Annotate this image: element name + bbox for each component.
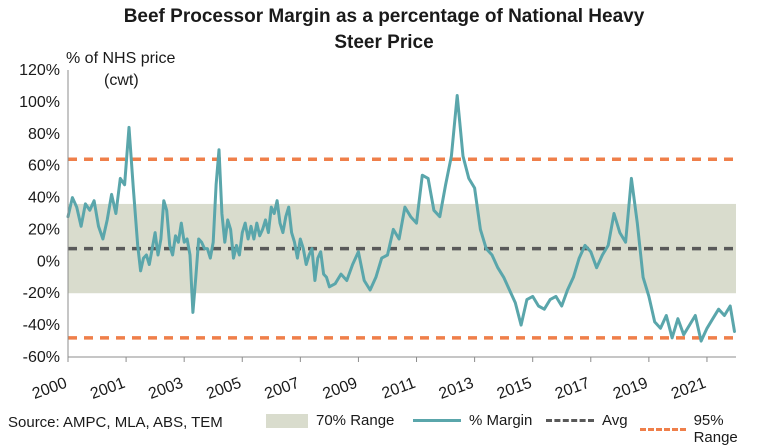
- legend-label-95-range: 95% Range: [693, 412, 738, 446]
- legend-label-70-range: 70% Range: [316, 412, 395, 429]
- x-tick-label: 2001: [88, 375, 127, 403]
- x-tick-label: 2015: [495, 375, 534, 403]
- legend-swatch-70-range: [266, 413, 308, 428]
- legend-swatch-margin: [413, 419, 461, 422]
- x-tick-label: 2003: [146, 375, 185, 403]
- x-tick-label: 2000: [30, 375, 69, 403]
- y-axis-label: % of NHS price (cwt): [66, 48, 175, 92]
- y-tick-label: 120%: [19, 62, 60, 79]
- x-tick-label: 2007: [262, 375, 301, 403]
- y-tick-label: -60%: [23, 349, 60, 366]
- x-tick-label: 2021: [669, 375, 708, 403]
- y-tick-label: -40%: [23, 317, 60, 334]
- y-axis-label-line-1: % of NHS price: [66, 50, 176, 67]
- chart-title: Beef Processor Margin as a percentage of…: [0, 4, 768, 56]
- x-tick-label: 2017: [553, 375, 592, 403]
- legend-item-avg: Avg: [546, 412, 628, 429]
- chart-title-line-2: Steer Price: [334, 32, 434, 53]
- legend-item-margin: % Margin: [413, 412, 532, 429]
- y-tick-label: 40%: [28, 190, 60, 207]
- y-tick-label: -20%: [23, 285, 60, 302]
- chart-plot: -60% -40% -20% 0% 20% 40% 60% 80% 100% 120% 2000 20…: [19, 62, 736, 403]
- x-tick-label: 2009: [321, 375, 360, 403]
- legend-label-margin: % Margin: [469, 412, 533, 429]
- series-line-margin: [66, 94, 736, 343]
- chart-footer: Source: AMPC, MLA, ABS, TEM 70% Range % …: [8, 412, 768, 446]
- y-axis-label-line-2: (cwt): [104, 72, 139, 89]
- x-tick-label: 2011: [380, 375, 418, 403]
- x-tick-label: 2013: [437, 375, 476, 403]
- y-tick-label: 80%: [28, 126, 60, 143]
- y-tick-label: 100%: [19, 94, 60, 111]
- x-tick-label: 2005: [204, 375, 243, 403]
- legend-item-95-range: 95% Range: [640, 412, 768, 446]
- legend-swatch-avg: [546, 419, 594, 422]
- source-note: Source: AMPC, MLA, ABS, TEM: [8, 414, 223, 431]
- legend-label-avg: Avg: [602, 412, 628, 429]
- x-tick-label: 2019: [611, 375, 650, 403]
- legend-swatch-95-range: [640, 427, 686, 431]
- y-tick-label: 60%: [28, 158, 60, 175]
- y-tick-label: 20%: [28, 221, 60, 238]
- chart-title-line-1: Beef Processor Margin as a percentage of…: [123, 6, 645, 27]
- legend-item-70-range: 70% Range: [266, 412, 394, 429]
- y-tick-label: 0%: [37, 253, 60, 270]
